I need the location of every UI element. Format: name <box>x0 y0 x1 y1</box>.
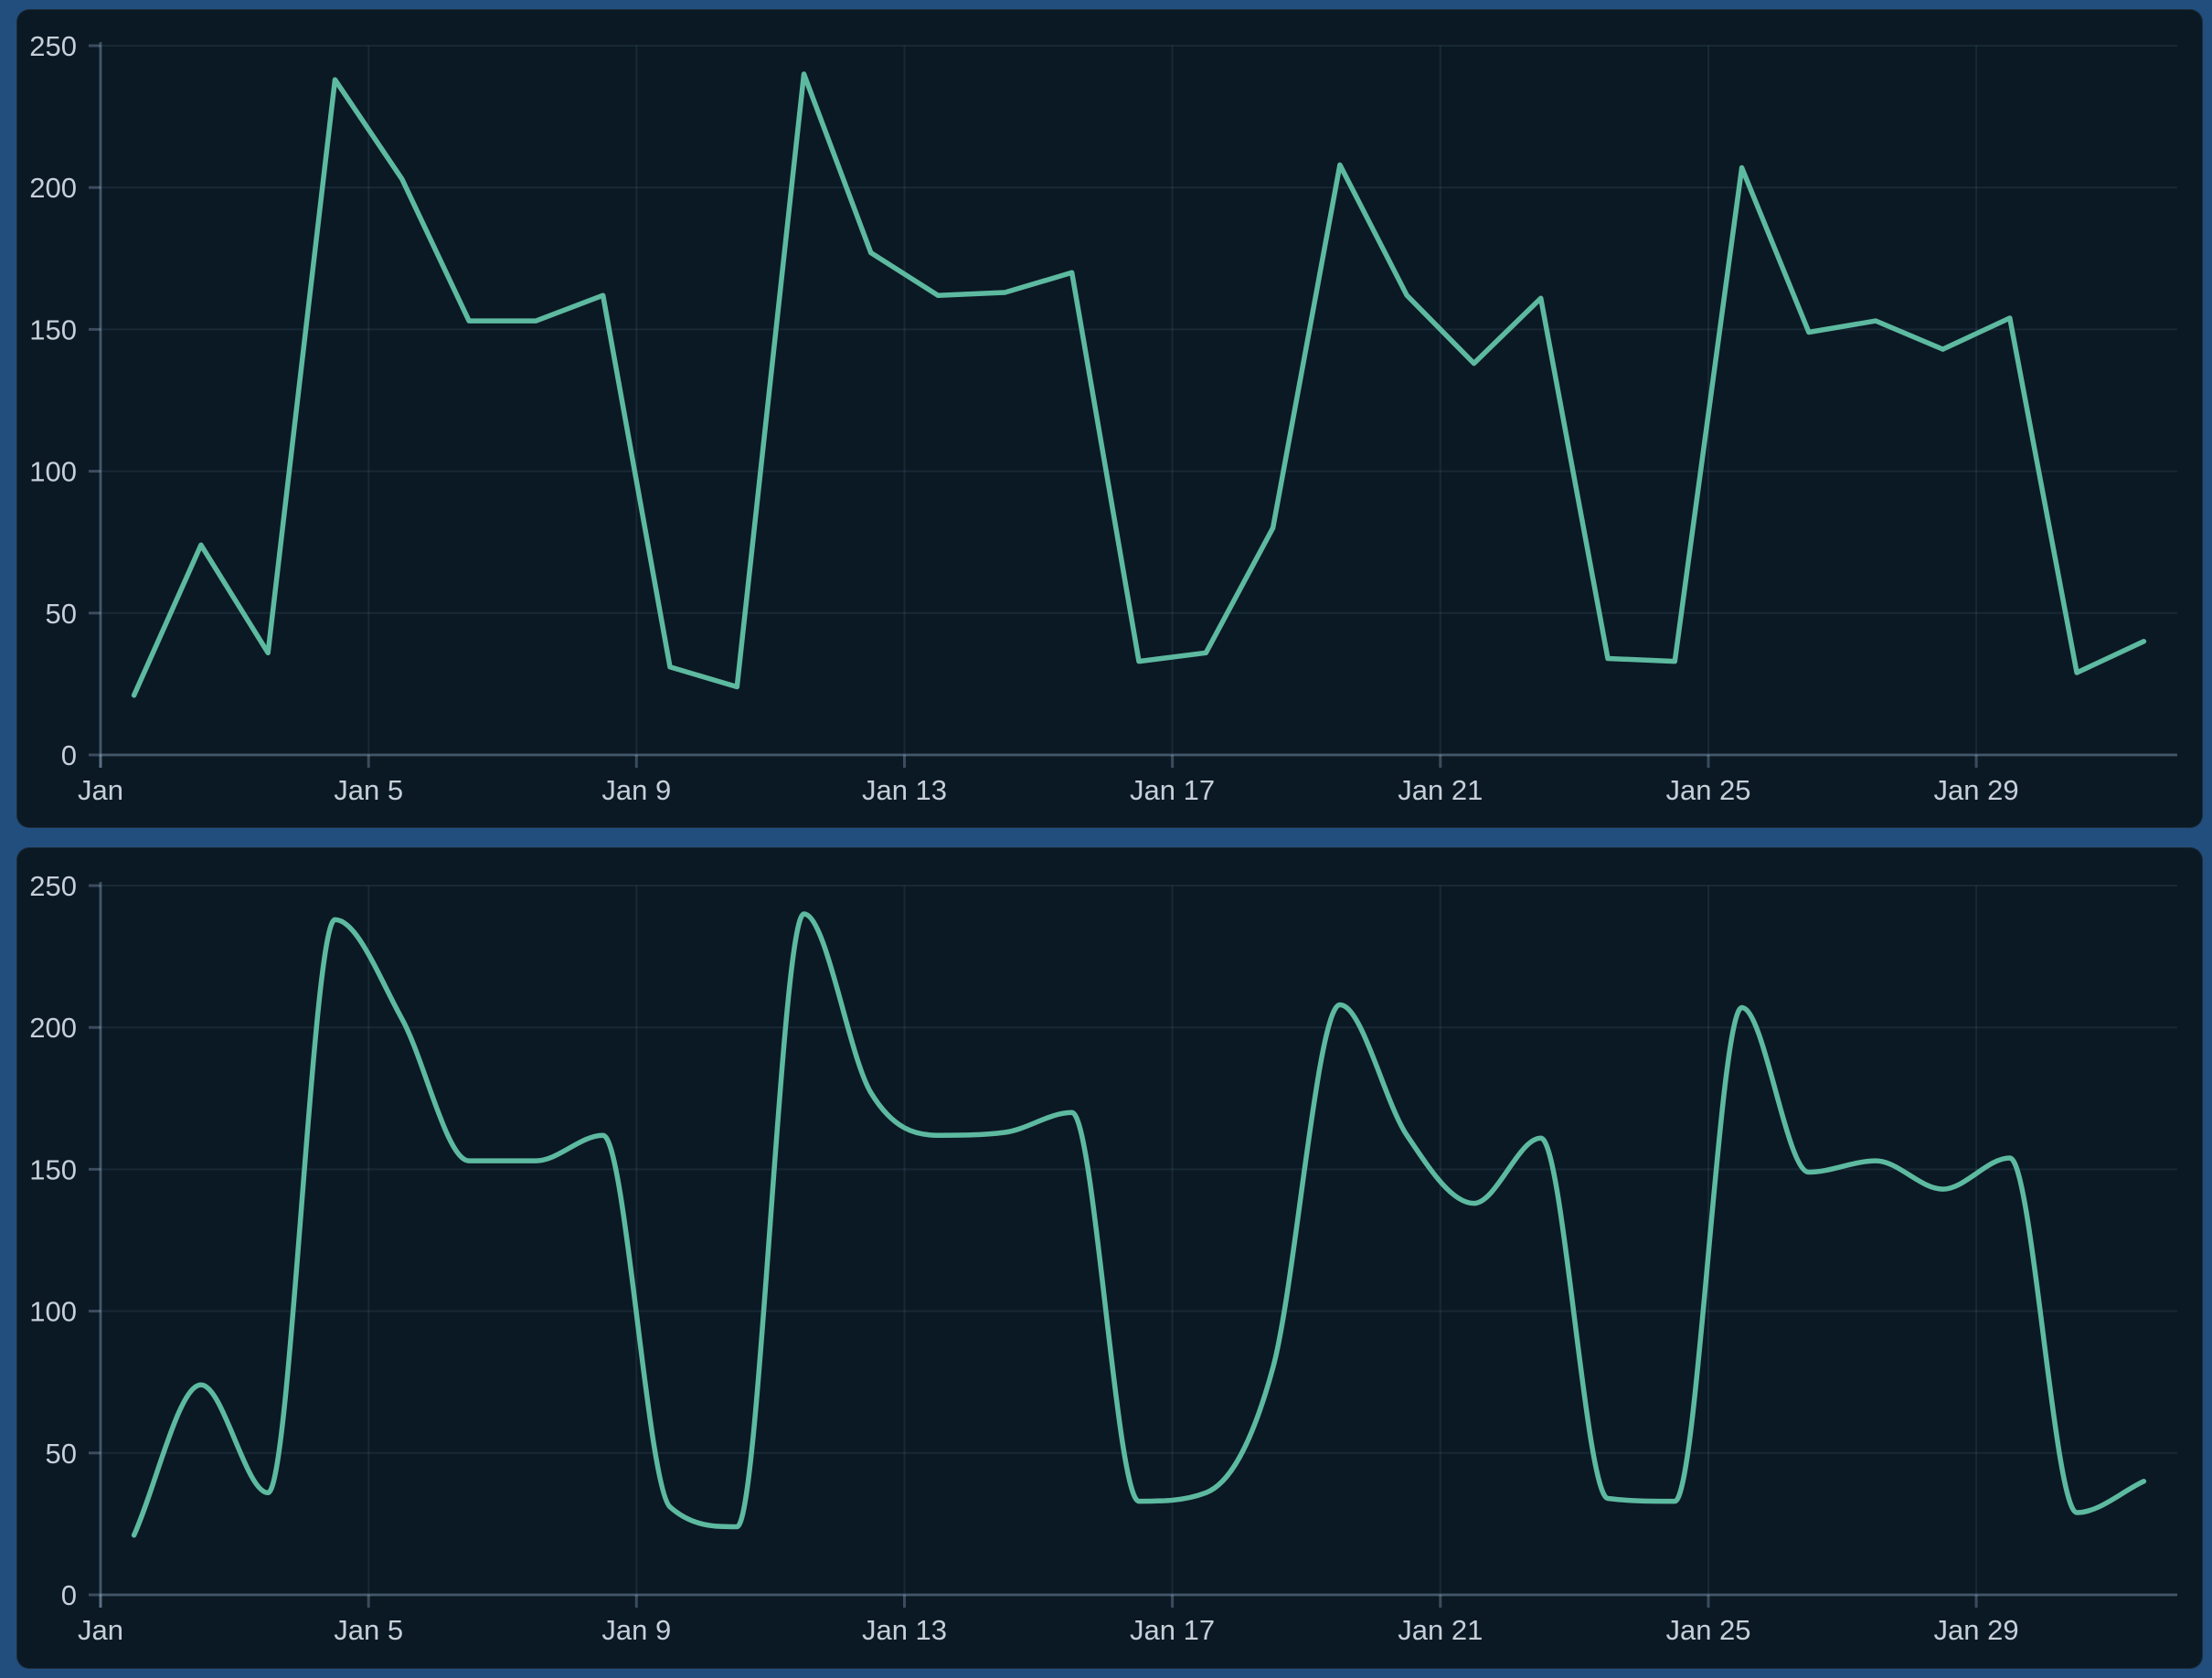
x-tick-label: Jan 17 <box>1130 1614 1215 1646</box>
x-tick-label: Jan 9 <box>601 774 671 806</box>
series-line <box>131 71 2147 698</box>
x-tick-label: Jan 5 <box>334 1614 403 1646</box>
y-tick-label: 150 <box>29 1153 77 1185</box>
x-tick-label: Jan 25 <box>1665 1614 1750 1646</box>
y-tick-label: 200 <box>29 1012 77 1044</box>
x-tick-label: Jan 29 <box>1934 774 2019 806</box>
x-tick-label: Jan 13 <box>862 1614 947 1646</box>
y-tick-label: 250 <box>29 870 77 902</box>
y-tick-label: 200 <box>29 172 77 204</box>
y-tick-label: 100 <box>29 1296 77 1328</box>
x-tick-label: Jan 17 <box>1130 774 1215 806</box>
y-tick-label: 250 <box>29 30 77 62</box>
y-tick-label: 0 <box>61 739 77 771</box>
series-line <box>131 911 2147 1538</box>
y-tick-label: 50 <box>46 1438 77 1470</box>
top-chart-panel: 0 50 100 150 200 250 Jan Jan 5 Jan 9 Jan 13 Jan 17… <box>16 9 2203 828</box>
x-tick-label: Jan 5 <box>334 774 403 806</box>
x-tick-label: Jan 25 <box>1665 774 1750 806</box>
daily-line-chart-smooth[interactable]: 0 50 100 150 200 250 Jan Jan 5 Jan 9 Jan 13 Jan 17… <box>16 847 2203 1669</box>
bottom-chart-panel: 0 50 100 150 200 250 Jan Jan 5 Jan 9 Jan 13 Jan 17… <box>16 847 2203 1669</box>
y-tick-label: 100 <box>29 456 77 488</box>
y-tick-label: 0 <box>61 1579 77 1611</box>
x-tick-label: Jan 9 <box>601 1614 671 1646</box>
x-tick-label: Jan <box>78 774 123 806</box>
x-tick-label: Jan 21 <box>1398 774 1483 806</box>
y-tick-label: 150 <box>29 313 77 345</box>
x-tick-label: Jan 13 <box>862 774 947 806</box>
y-tick-label: 50 <box>46 598 77 630</box>
daily-line-chart-linear[interactable]: 0 50 100 150 200 250 Jan Jan 5 Jan 9 Jan 13 Jan 17… <box>16 9 2203 828</box>
x-tick-label: Jan 29 <box>1934 1614 2019 1646</box>
x-tick-label: Jan 21 <box>1398 1614 1483 1646</box>
x-tick-label: Jan <box>78 1614 123 1646</box>
